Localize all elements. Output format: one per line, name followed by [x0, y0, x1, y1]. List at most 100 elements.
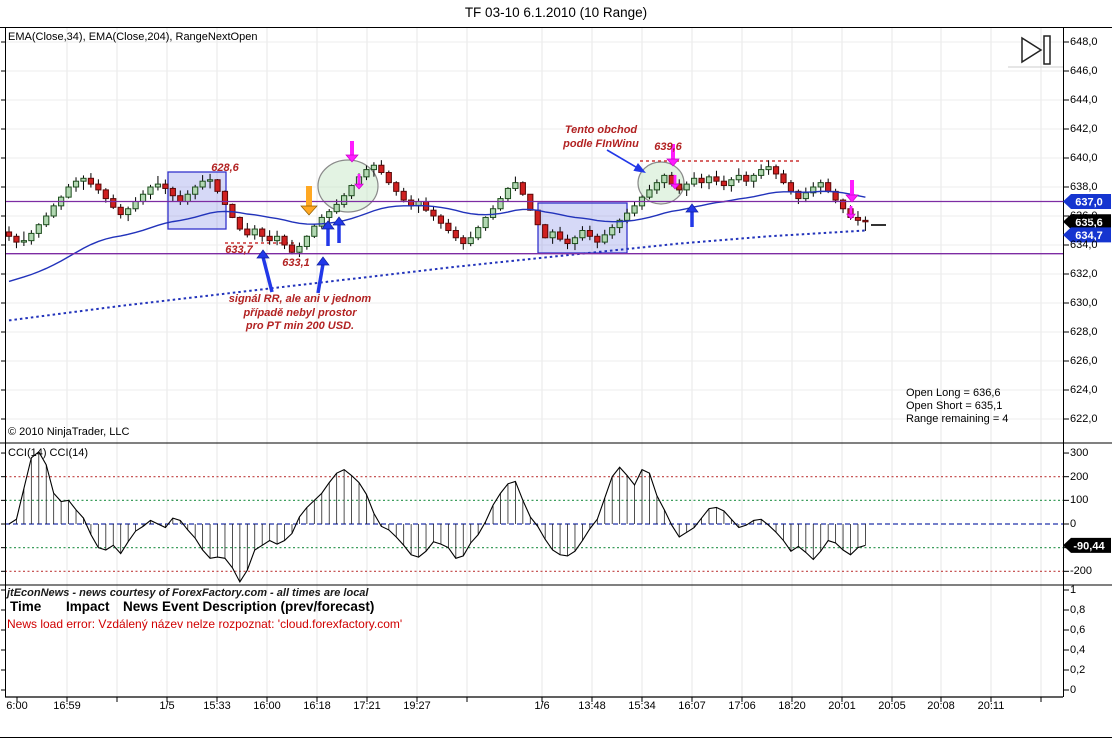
blue-up-arrow [261, 256, 274, 293]
candle-down [177, 195, 184, 202]
price-axis-label: 642,0 [1070, 123, 1098, 135]
price-marker-tag: 634,7 [1063, 227, 1111, 243]
price-axis-label: 630,0 [1070, 297, 1098, 309]
candle-down [839, 199, 847, 210]
candle-down [288, 244, 296, 253]
blue-up-arrowhead [685, 203, 699, 213]
candle-up [311, 225, 318, 237]
news-axis-label: 0 [1070, 684, 1077, 696]
time-axis-label: 16:07 [678, 700, 706, 712]
candle-up [139, 193, 147, 202]
candle-down [229, 203, 236, 218]
candle-down [117, 206, 124, 216]
time-axis-label: 20:05 [878, 700, 906, 712]
candle-up [184, 193, 191, 202]
candle-down [586, 230, 593, 237]
candle-down [110, 198, 117, 208]
news-col-impact: Impact [66, 599, 110, 614]
time-axis-label: 1/6 [534, 700, 550, 712]
magenta-down-arrowhead [345, 154, 359, 163]
candle-down [564, 238, 571, 245]
candle-up [817, 182, 824, 188]
candle-down [780, 173, 787, 184]
price-axis-label: 644,0 [1070, 94, 1098, 106]
time-axis-label: 16:59 [53, 700, 81, 712]
time-axis-label: 20:11 [977, 700, 1005, 712]
magenta-down-arrowhead [846, 213, 856, 220]
price-axis-label: 622,0 [1070, 413, 1098, 425]
price-axis-label: 638,0 [1070, 181, 1098, 193]
candle-up [125, 208, 132, 216]
price-marker-tag: 635,6 [1063, 214, 1111, 230]
time-axis-label: 13:48 [578, 700, 606, 712]
news-axis-label: 0,4 [1070, 644, 1086, 656]
candle-down [787, 182, 795, 192]
news-col-description: News Event Description (prev/forecast) [123, 599, 375, 614]
candle-up [467, 237, 474, 245]
price-axis-label: 628,0 [1070, 326, 1098, 338]
candle-up [646, 189, 653, 198]
candle-up [497, 198, 504, 210]
cci-axis-label: 300 [1070, 447, 1089, 460]
candle-down [393, 182, 400, 192]
candle-up [206, 179, 214, 182]
candle-down [13, 235, 20, 243]
cci-axis-label: 100 [1070, 494, 1089, 507]
range-info-block: Open Long = 636,6 Open Short = 635,1 Ran… [906, 387, 1008, 426]
candle-up [482, 216, 489, 229]
svg-text:634,7: 634,7 [1075, 230, 1103, 242]
range-remaining-label: Range remaining = 4 [906, 413, 1009, 425]
news-axis-label: 1 [1070, 584, 1077, 596]
candle-up [489, 208, 497, 218]
candle-up [132, 201, 139, 210]
candle-up [273, 235, 281, 242]
blue-up-arrow [316, 263, 325, 294]
candle-down [437, 215, 445, 224]
svg-text:635,6: 635,6 [1075, 217, 1103, 229]
candle-up [50, 205, 57, 217]
replay-step-forward-icon[interactable] [1021, 35, 1051, 65]
annotation-text: 633,7 [225, 244, 253, 256]
candle-up [326, 211, 333, 218]
candle-up [765, 166, 772, 171]
candle-down [378, 164, 385, 173]
news-axis-label: 0,6 [1070, 624, 1086, 636]
candle-up [728, 179, 735, 187]
blue-up-arrowhead [321, 220, 335, 230]
time-axis-label: 20:01 [828, 700, 856, 712]
open-short-label: Open Short = 635,1 [906, 400, 1003, 412]
candle-down [214, 179, 221, 192]
candle-down [452, 230, 459, 239]
candle-down [430, 209, 437, 217]
candle-up [370, 164, 378, 171]
time-axis-label: 15:34 [628, 700, 656, 712]
candle-down [281, 235, 288, 246]
candle-up [691, 177, 698, 185]
cci-line [8, 451, 866, 584]
time-axis-label: 19:27 [403, 700, 431, 712]
candle-down [5, 231, 13, 237]
svg-text:637,0: 637,0 [1075, 197, 1103, 209]
news-axis-label: 0,8 [1070, 604, 1086, 616]
price-axis-label: 624,0 [1070, 384, 1098, 396]
blue-up-arrowhead [316, 256, 330, 266]
candle-down [743, 174, 750, 182]
annotation-text: 639,6 [654, 141, 682, 153]
candle-down [698, 177, 705, 184]
candle-down [460, 237, 467, 245]
time-axis-label: 1/5 [159, 700, 175, 712]
news-axis-label: 0,2 [1070, 664, 1086, 676]
candle-up [512, 182, 519, 189]
candle-up [72, 180, 80, 188]
annotation-text: 633,1 [282, 257, 310, 269]
cci-indicator-label: CCI(14) CCI(14) [8, 447, 89, 459]
candle-up [199, 180, 206, 188]
price-axis-label: 648,0 [1070, 36, 1098, 48]
candle-up [616, 219, 623, 229]
candle-up [43, 215, 50, 226]
candle-down [825, 182, 832, 192]
candle-down [542, 224, 549, 239]
price-marker-tag: 637,0 [1063, 194, 1111, 209]
time-axis-label: 18:20 [778, 700, 806, 712]
ema204-line [8, 229, 866, 322]
